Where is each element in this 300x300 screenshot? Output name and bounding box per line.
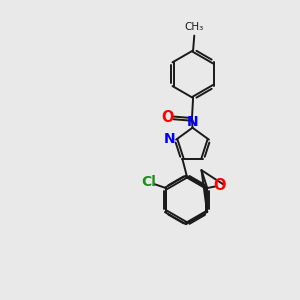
Text: O: O (161, 110, 174, 125)
Text: Cl: Cl (141, 176, 156, 189)
Text: N: N (164, 132, 176, 146)
Text: CH₃: CH₃ (185, 22, 204, 32)
Text: N: N (186, 115, 198, 129)
Text: O: O (214, 178, 226, 193)
